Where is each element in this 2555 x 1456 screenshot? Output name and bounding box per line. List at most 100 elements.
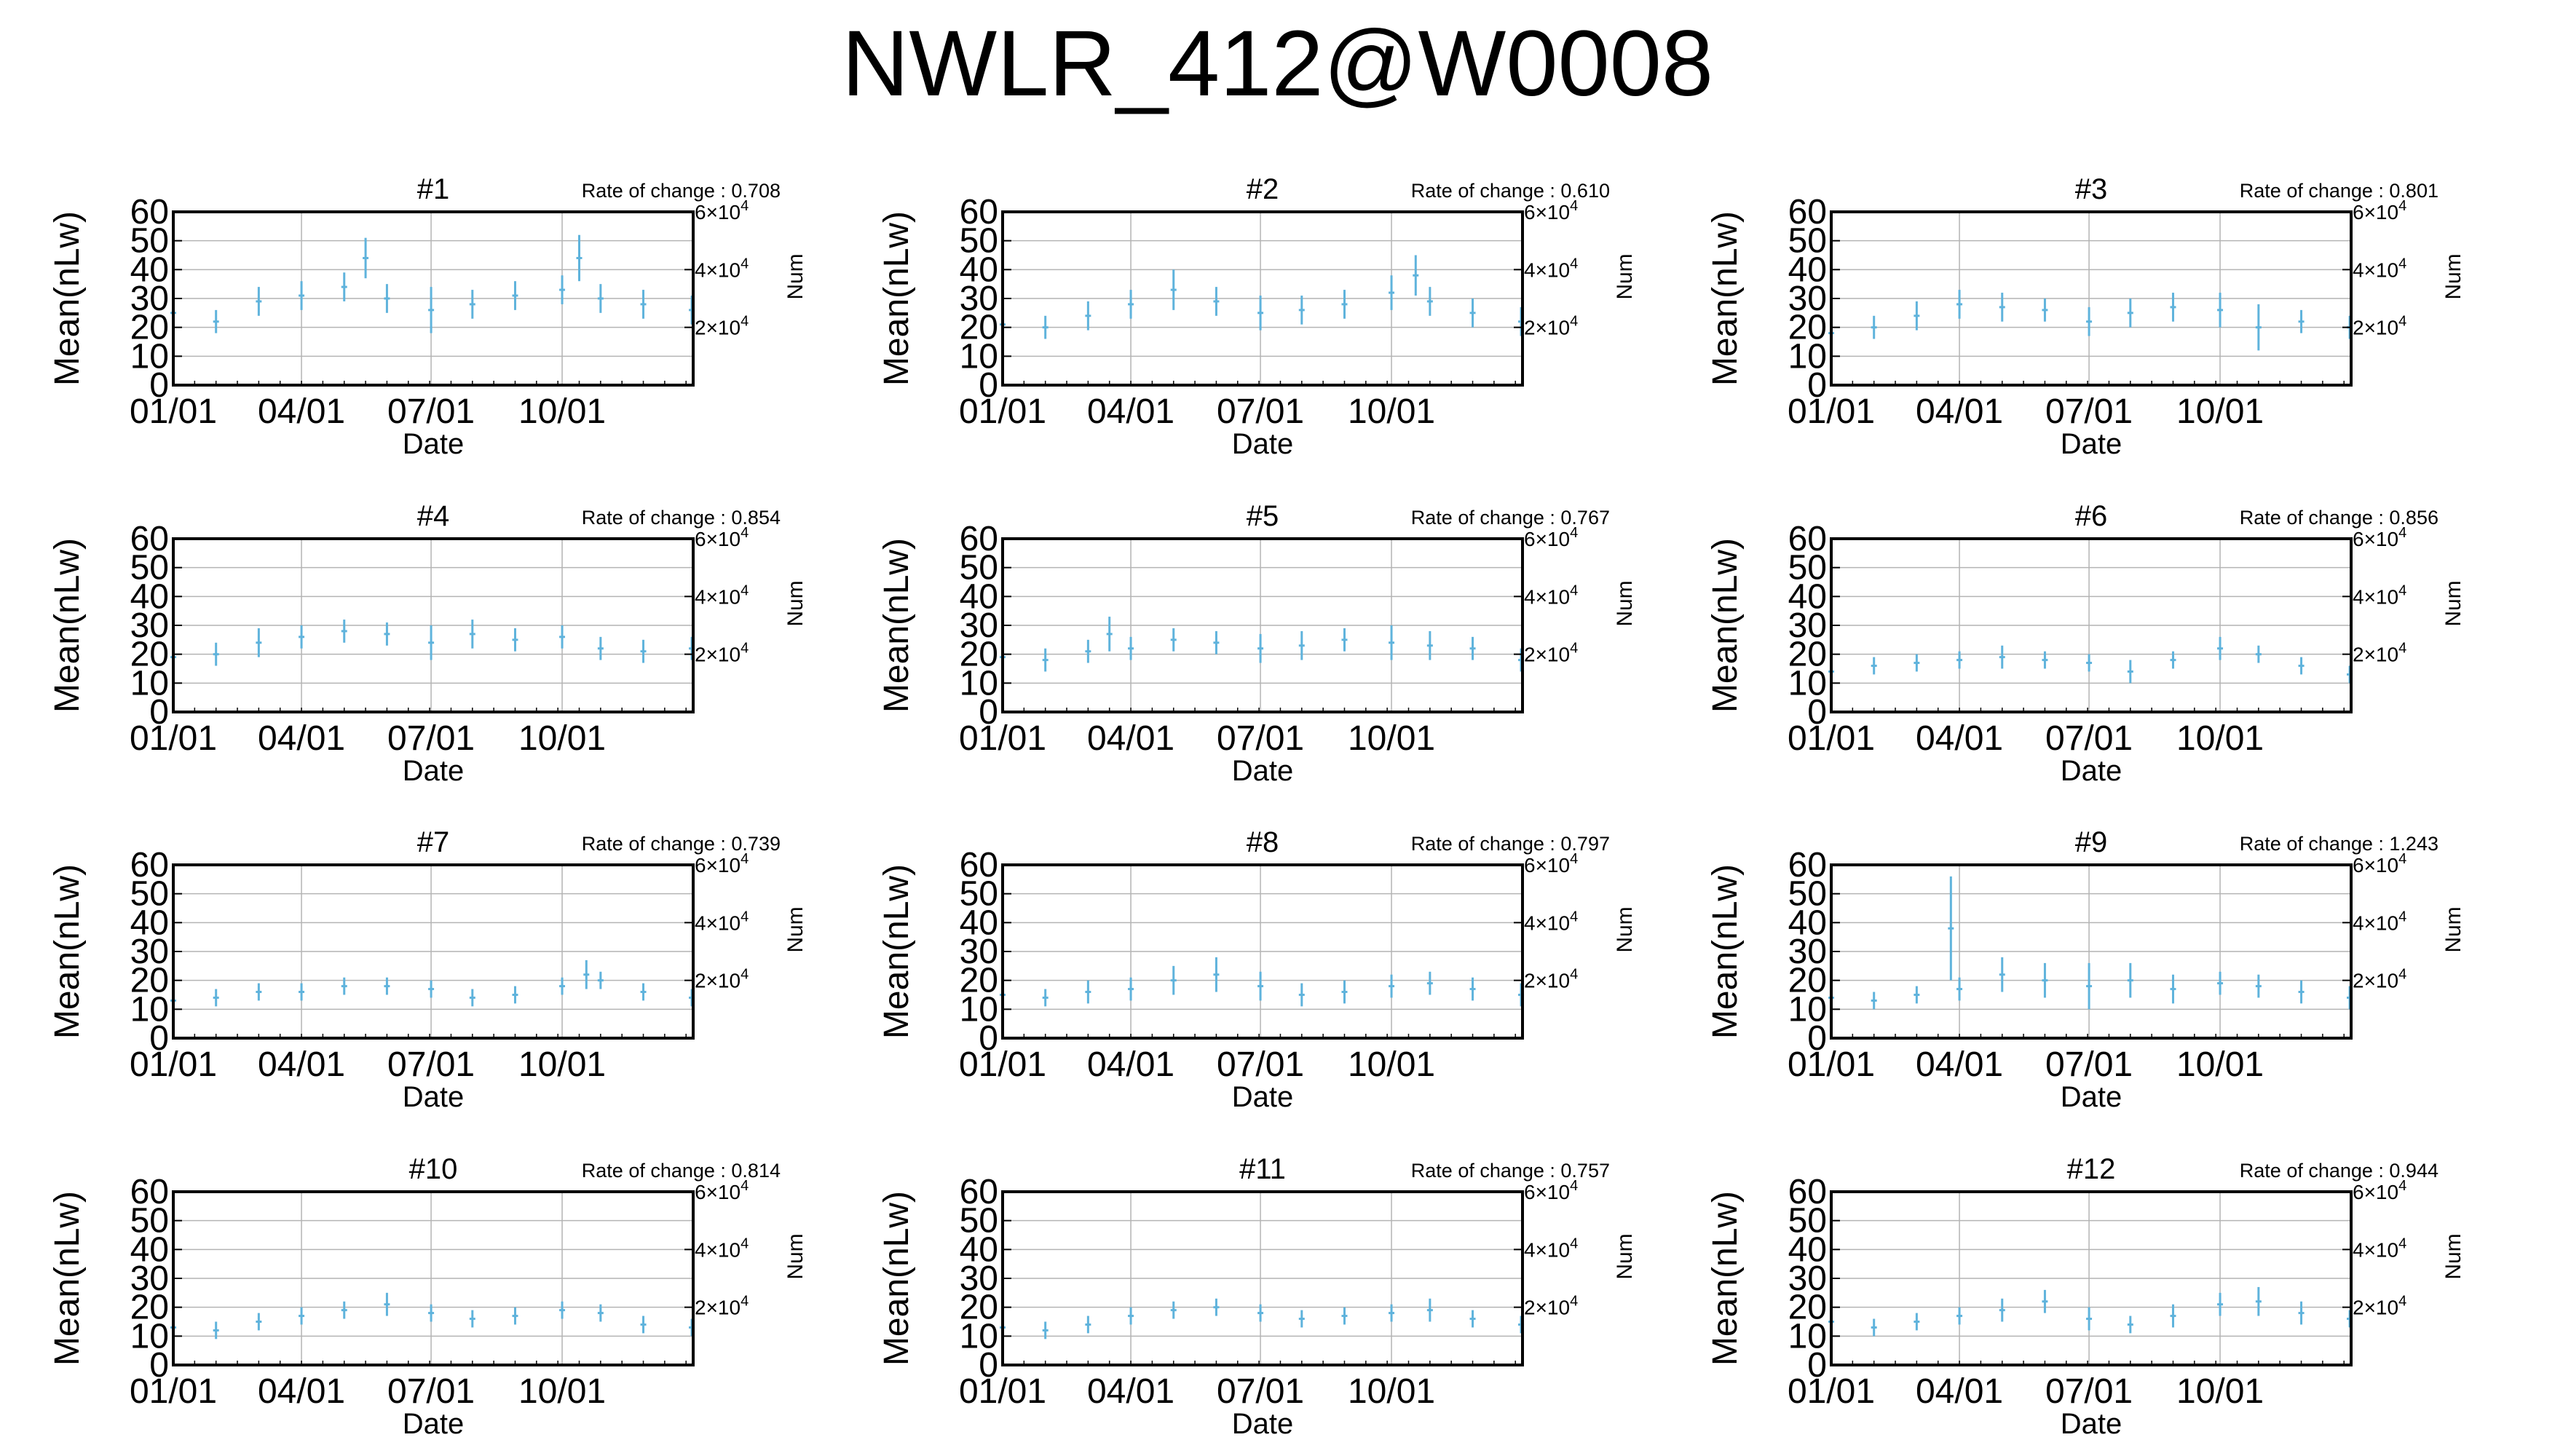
x-tick-label: 07/01 <box>1217 1045 1304 1084</box>
y2-tick-label: 6×104 <box>1524 1178 1578 1203</box>
y-tick-label: 30 <box>1788 1259 1827 1298</box>
y-tick-label: 0 <box>979 693 998 732</box>
y-tick-label: 30 <box>960 933 998 971</box>
y-tick-label: 0 <box>979 366 998 405</box>
x-axis-label: Date <box>1232 755 1294 787</box>
x-axis-label: Date <box>1232 428 1294 460</box>
y-tick-label: 40 <box>1788 903 1827 942</box>
x-tick-label: 10/01 <box>2176 392 2264 431</box>
y2-tick-exponent: 4 <box>2398 582 2406 598</box>
y2-tick-label: 4×104 <box>695 909 749 934</box>
y2-tick-exponent: 4 <box>1570 851 1578 867</box>
x-tick-label: 10/01 <box>2176 1045 2264 1084</box>
y-axis-label: Mean(nLw) <box>877 211 916 386</box>
y-tick-label: 20 <box>1788 1289 1827 1327</box>
y2-tick-exponent: 4 <box>741 1294 749 1310</box>
y-tick-label: 60 <box>130 520 169 558</box>
x-tick-label: 07/01 <box>2045 392 2133 431</box>
y-tick-label: 0 <box>1807 366 1827 405</box>
subplot-title: #4 <box>417 500 450 532</box>
y-tick-label: 0 <box>149 366 169 405</box>
y-tick-label: 10 <box>1788 337 1827 376</box>
y-tick-label: 0 <box>1807 693 1827 732</box>
y-tick-label: 50 <box>960 875 998 914</box>
subplot-title: #12 <box>2067 1153 2116 1185</box>
y2-tick-exponent: 4 <box>2398 525 2406 541</box>
y2-tick-label: 2×104 <box>2353 641 2406 666</box>
y2-tick-exponent: 4 <box>741 525 749 541</box>
rate-of-change-label: Rate of change : 0.856 <box>2240 507 2438 529</box>
y2-tick-exponent: 4 <box>1570 1178 1578 1194</box>
x-axis-label: Date <box>1232 1408 1294 1440</box>
rate-of-change-label: Rate of change : 0.814 <box>582 1160 781 1182</box>
y2-tick-exponent: 4 <box>741 851 749 867</box>
y2-tick-label: 4×104 <box>1524 582 1578 608</box>
y2-tick-exponent: 4 <box>2398 1294 2406 1310</box>
subplot-title: #9 <box>2075 826 2108 858</box>
y-tick-label: 50 <box>130 222 169 261</box>
rate-of-change-label: Rate of change : 0.854 <box>582 507 781 529</box>
page-title: NWLR_412@W0008 <box>841 12 1714 116</box>
y2-axis-label: Num <box>1613 906 1637 952</box>
x-axis-label: Date <box>2061 428 2122 460</box>
y2-tick-exponent: 4 <box>1570 967 1578 983</box>
y2-tick-exponent: 4 <box>741 967 749 983</box>
y-axis-label: Mean(nLw) <box>48 211 87 386</box>
y-tick-label: 0 <box>1807 1019 1827 1058</box>
y-tick-label: 40 <box>1788 1230 1827 1269</box>
x-tick-label: 04/01 <box>1916 392 2003 431</box>
subplot-title: #7 <box>417 826 450 858</box>
y2-tick-exponent: 4 <box>1570 1235 1578 1251</box>
y2-tick-label: 6×104 <box>695 525 749 550</box>
y2-tick-label: 2×104 <box>1524 1294 1578 1319</box>
y2-tick-label: 2×104 <box>2353 967 2406 992</box>
y2-tick-exponent: 4 <box>1570 525 1578 541</box>
y2-tick-exponent: 4 <box>2398 256 2406 272</box>
x-tick-label: 07/01 <box>387 719 475 758</box>
y2-tick-exponent: 4 <box>2398 1235 2406 1251</box>
y-tick-label: 30 <box>960 606 998 645</box>
y2-tick-exponent: 4 <box>2398 1178 2406 1194</box>
y-tick-label: 20 <box>1788 309 1827 347</box>
x-tick-label: 01/01 <box>959 719 1046 758</box>
x-tick-label: 01/01 <box>1788 392 1875 431</box>
y2-tick-label: 6×104 <box>2353 198 2406 223</box>
y-tick-label: 50 <box>130 1202 169 1241</box>
x-axis-label: Date <box>403 1081 465 1113</box>
x-tick-label: 07/01 <box>2045 1045 2133 1084</box>
y2-tick-exponent: 4 <box>1570 198 1578 214</box>
x-axis-label: Date <box>403 1408 465 1440</box>
y-tick-label: 50 <box>1788 875 1827 914</box>
y-tick-label: 10 <box>1788 1317 1827 1356</box>
y2-axis-label: Num <box>1613 253 1637 299</box>
y-tick-label: 10 <box>960 337 998 376</box>
y2-tick-label: 6×104 <box>2353 851 2406 877</box>
y2-tick-label: 6×104 <box>2353 525 2406 550</box>
y-axis-label: Mean(nLw) <box>1706 538 1745 713</box>
subplot-title: #10 <box>409 1153 458 1185</box>
y-tick-label: 40 <box>130 903 169 942</box>
x-tick-label: 01/01 <box>130 719 217 758</box>
y2-tick-label: 2×104 <box>695 1294 749 1319</box>
x-tick-label: 10/01 <box>1348 719 1435 758</box>
y2-tick-label: 6×104 <box>1524 851 1578 877</box>
y-tick-label: 40 <box>960 903 998 942</box>
y-tick-label: 30 <box>1788 606 1827 645</box>
y-tick-label: 60 <box>130 846 169 885</box>
y2-tick-exponent: 4 <box>741 1235 749 1251</box>
y-tick-label: 10 <box>130 1317 169 1356</box>
y-tick-label: 20 <box>1788 636 1827 674</box>
x-tick-label: 10/01 <box>518 1045 606 1084</box>
x-tick-label: 10/01 <box>518 392 606 431</box>
y-axis-label: Mean(nLw) <box>877 538 916 713</box>
y-tick-label: 0 <box>979 1019 998 1058</box>
x-tick-label: 04/01 <box>1916 719 2003 758</box>
subplot-title: #1 <box>417 173 450 205</box>
y-tick-label: 30 <box>130 606 169 645</box>
y-tick-label: 40 <box>960 250 998 289</box>
